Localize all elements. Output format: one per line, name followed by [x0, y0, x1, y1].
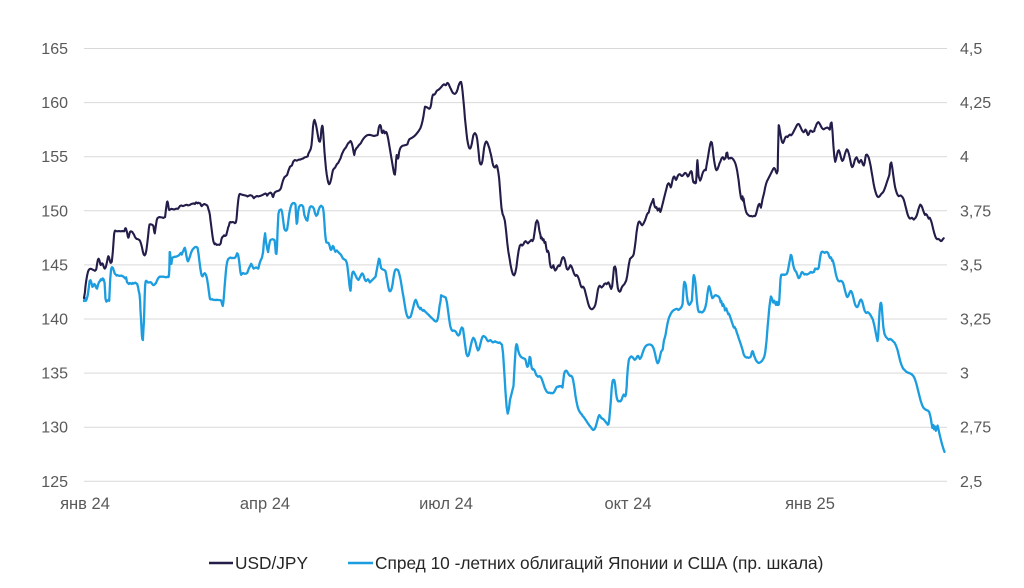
svg-text:янв 24: янв 24 — [60, 495, 110, 513]
svg-text:130: 130 — [41, 420, 68, 437]
svg-text:USD/JPY: USD/JPY — [235, 553, 308, 573]
svg-text:155: 155 — [41, 149, 68, 166]
svg-text:145: 145 — [41, 257, 68, 274]
svg-text:4,25: 4,25 — [960, 95, 991, 112]
svg-text:апр 24: апр 24 — [240, 495, 290, 513]
svg-text:125: 125 — [41, 474, 68, 491]
svg-text:окт 24: окт 24 — [604, 495, 651, 513]
svg-text:3: 3 — [960, 366, 969, 383]
svg-text:4,5: 4,5 — [960, 41, 982, 58]
svg-text:165: 165 — [41, 41, 68, 58]
svg-text:3,5: 3,5 — [960, 257, 982, 274]
svg-text:2,5: 2,5 — [960, 474, 982, 491]
svg-text:Спред 10 -летних облигаций Япо: Спред 10 -летних облигаций Японии и США … — [375, 553, 823, 573]
svg-text:янв 25: янв 25 — [785, 495, 835, 513]
svg-text:150: 150 — [41, 203, 68, 220]
svg-text:160: 160 — [41, 95, 68, 112]
svg-text:3,25: 3,25 — [960, 312, 991, 329]
svg-text:2,75: 2,75 — [960, 420, 991, 437]
svg-text:140: 140 — [41, 312, 68, 329]
svg-text:3,75: 3,75 — [960, 203, 991, 220]
svg-text:135: 135 — [41, 366, 68, 383]
svg-text:июл 24: июл 24 — [419, 495, 473, 513]
svg-text:4: 4 — [960, 149, 969, 166]
